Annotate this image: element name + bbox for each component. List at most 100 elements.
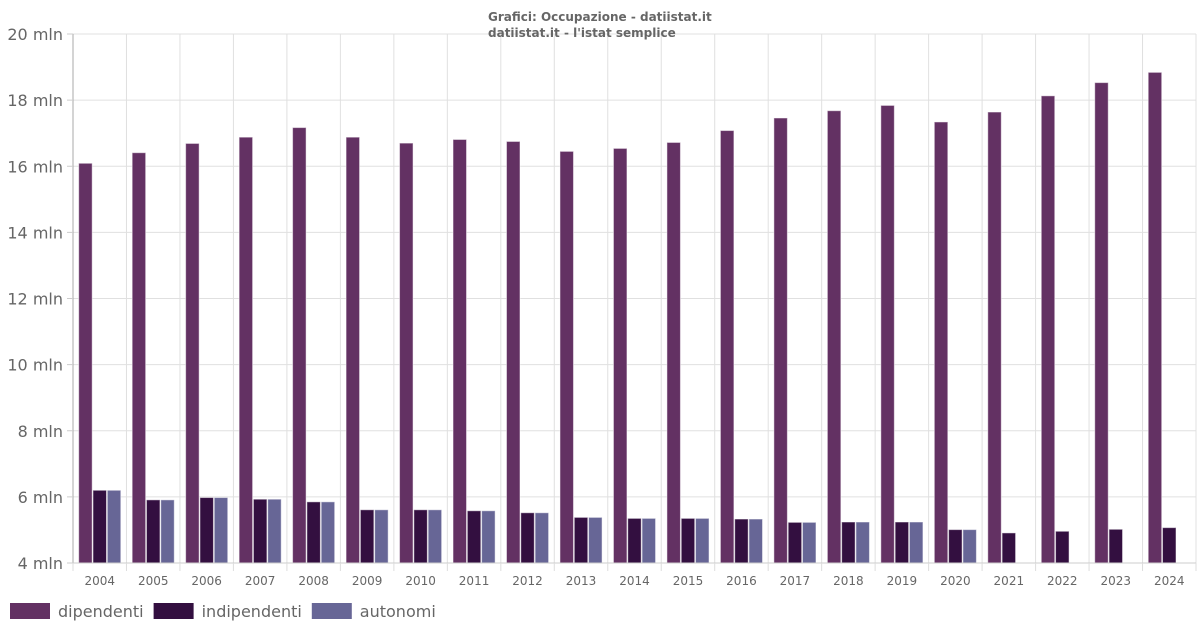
bar-dipendenti-2019 (880, 104, 895, 564)
bar-autonomi-2014 (641, 517, 657, 564)
bar-indipendenti-2016 (734, 518, 749, 564)
bar-dipendenti-2020 (933, 121, 949, 564)
bar-dipendenti-2010 (399, 142, 414, 564)
x-tick-label: 2013 (566, 574, 597, 588)
y-tick-label: 4 mln (18, 554, 63, 573)
bar-dipendenti-2012 (505, 140, 521, 564)
bar-autonomi-2011 (481, 510, 496, 564)
bar-indipendenti-2010 (413, 509, 428, 564)
x-tick-label: 2023 (1101, 574, 1132, 588)
bar-dipendenti-2004 (78, 162, 93, 564)
bar-indipendenti-2019 (894, 521, 910, 564)
bar-dipendenti-2023 (1094, 82, 1109, 564)
bar-dipendenti-2011 (452, 138, 468, 564)
y-tick-label: 16 mln (7, 157, 63, 176)
x-tick-label: 2018 (833, 574, 864, 588)
bar-indipendenti-2015 (680, 517, 696, 564)
x-tick-label: 2016 (726, 574, 757, 588)
bars (78, 71, 1177, 564)
legend-swatch-dipendenti (10, 603, 50, 619)
bar-dipendenti-2015 (666, 141, 681, 564)
bar-autonomi-2004 (106, 489, 122, 564)
y-axis-ticks: 4 mln 6 mln 8 mln 10 mln 12 mln 14 mln 16 mln 1… (7, 25, 73, 573)
bar-autonomi-2018 (855, 521, 870, 564)
chart-title: Grafici: Occupazione - datiistat.it (488, 10, 712, 24)
grid-lines (72, 33, 1197, 564)
x-tick-label: 2009 (352, 574, 383, 588)
y-tick-label: 14 mln (7, 223, 63, 242)
bar-autonomi-2015 (695, 517, 710, 564)
bar-dipendenti-2021 (987, 111, 1002, 564)
x-axis-ticks: 2004 2005 2006 2007 2008 2009 2010 2011 2012 2013… (72, 563, 1197, 588)
x-tick-label: 2020 (940, 574, 971, 588)
bar-indipendenti-2008 (306, 501, 321, 564)
bar-indipendenti-2024 (1162, 527, 1177, 564)
bar-dipendenti-2018 (826, 110, 842, 564)
bar-autonomi-2019 (908, 521, 924, 564)
bar-dipendenti-2017 (773, 117, 788, 564)
bar-indipendenti-2023 (1108, 528, 1124, 564)
bar-autonomi-2009 (374, 509, 389, 564)
bar-autonomi-2020 (962, 529, 977, 564)
axes (72, 34, 1196, 571)
legend-label-autonomi: autonomi (360, 602, 436, 621)
bar-dipendenti-2009 (345, 136, 361, 564)
legend-swatch-indipendenti (153, 603, 194, 619)
bar-autonomi-2006 (213, 497, 229, 564)
bar-indipendenti-2005 (145, 499, 161, 564)
bar-indipendenti-2004 (92, 489, 107, 564)
bar-dipendenti-2022 (1040, 95, 1056, 564)
bar-autonomi-2016 (748, 518, 764, 564)
x-tick-label: 2021 (994, 574, 1025, 588)
bar-indipendenti-2014 (627, 517, 642, 564)
x-tick-label: 2004 (84, 574, 115, 588)
y-tick-label: 12 mln (7, 290, 63, 309)
y-tick-label: 8 mln (18, 422, 63, 441)
bar-indipendenti-2018 (841, 521, 856, 564)
legend-swatch-autonomi (311, 603, 352, 619)
bar-autonomi-2008 (320, 501, 336, 564)
bar-autonomi-2007 (267, 498, 282, 564)
x-tick-label: 2010 (405, 574, 436, 588)
x-tick-label: 2015 (673, 574, 704, 588)
bar-indipendenti-2013 (573, 516, 589, 564)
y-tick-label: 6 mln (18, 488, 63, 507)
bar-indipendenti-2017 (787, 521, 803, 564)
x-tick-label: 2017 (780, 574, 811, 588)
x-tick-label: 2006 (191, 574, 222, 588)
y-tick-label: 18 mln (7, 91, 63, 110)
y-tick-label: 10 mln (7, 356, 63, 375)
x-tick-label: 2014 (619, 574, 650, 588)
chart-subtitle: datiistat.it - l'istat semplice (488, 26, 676, 40)
legend-label-indipendenti: indipendenti (202, 602, 302, 621)
bar-autonomi-2013 (588, 516, 603, 564)
x-tick-label: 2019 (887, 574, 918, 588)
bar-indipendenti-2011 (466, 510, 482, 564)
bar-indipendenti-2020 (948, 529, 963, 564)
bar-dipendenti-2016 (719, 130, 735, 564)
bar-dipendenti-2024 (1147, 71, 1163, 564)
x-tick-label: 2008 (298, 574, 329, 588)
legend-label-dipendenti: dipendenti (58, 602, 144, 621)
bar-dipendenti-2005 (131, 152, 147, 564)
bar-autonomi-2005 (160, 499, 175, 564)
bar-autonomi-2017 (801, 521, 817, 564)
bar-dipendenti-2014 (612, 147, 628, 564)
bar-indipendenti-2012 (520, 512, 535, 564)
legend: dipendenti indipendenti autonomi (10, 602, 436, 621)
bar-indipendenti-2021 (1001, 532, 1017, 564)
x-tick-label: 2022 (1047, 574, 1078, 588)
bar-dipendenti-2007 (238, 136, 254, 564)
x-tick-label: 2024 (1154, 574, 1185, 588)
x-tick-label: 2011 (459, 574, 490, 588)
bar-dipendenti-2008 (292, 127, 307, 564)
x-tick-label: 2005 (138, 574, 169, 588)
x-tick-label: 2007 (245, 574, 276, 588)
bar-indipendenti-2022 (1055, 530, 1070, 564)
bar-indipendenti-2007 (252, 498, 268, 564)
bar-indipendenti-2009 (359, 509, 375, 564)
bar-autonomi-2012 (534, 512, 550, 564)
bar-dipendenti-2006 (185, 142, 200, 564)
y-tick-label: 20 mln (7, 25, 63, 44)
